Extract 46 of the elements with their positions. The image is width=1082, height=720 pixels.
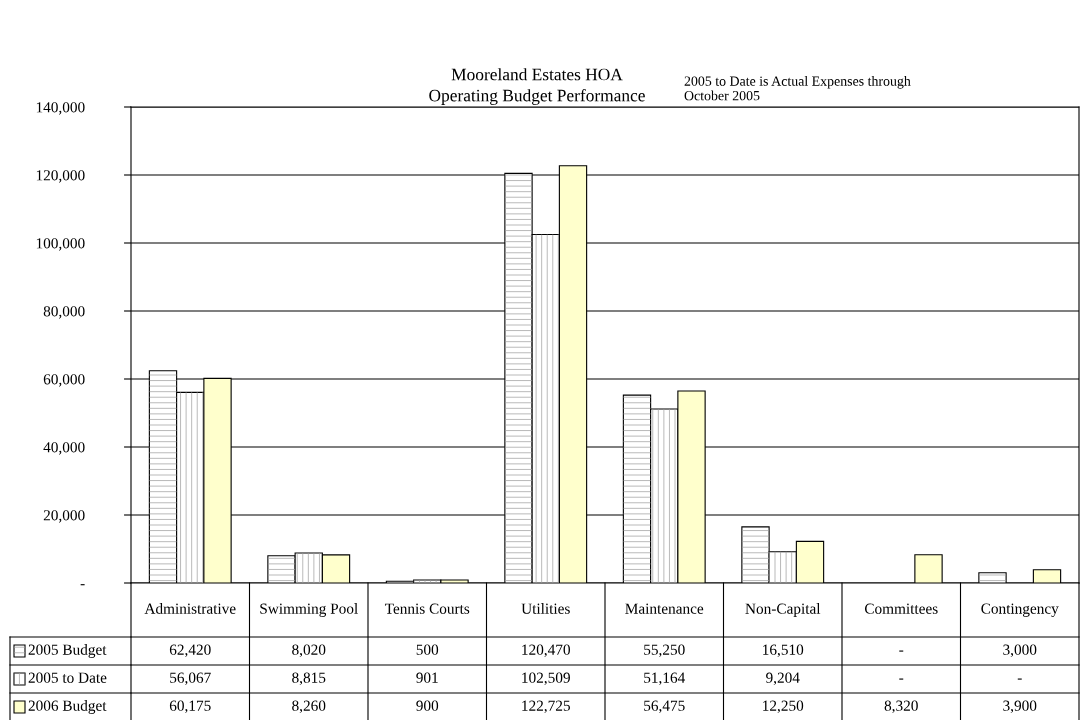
x-tick-label: Committees bbox=[864, 603, 938, 614]
chart-subtitle: Operating Budget Performance bbox=[429, 89, 645, 105]
data-label: 901 bbox=[416, 672, 438, 683]
x-tick-label: Non-Capital bbox=[745, 603, 821, 617]
y-tick-label: 100,000 bbox=[36, 238, 85, 251]
y-tick-label: 120,000 bbox=[36, 170, 85, 183]
data-label: 102,509 bbox=[522, 672, 570, 686]
data-label: - bbox=[1017, 678, 1022, 680]
data-label: 60,175 bbox=[169, 700, 211, 714]
data-label: - bbox=[899, 678, 904, 680]
data-label: 900 bbox=[416, 700, 439, 711]
data-label: 16,510 bbox=[763, 644, 804, 658]
y-tick-label: 140,000 bbox=[36, 102, 85, 115]
data-label: 120,470 bbox=[522, 644, 570, 658]
y-tick-label: 60,000 bbox=[43, 374, 85, 387]
data-label: 8,260 bbox=[292, 700, 326, 714]
data-label: 55,250 bbox=[644, 644, 685, 658]
data-label: 9,204 bbox=[766, 672, 800, 686]
data-label: 12,250 bbox=[763, 700, 804, 714]
data-label: 62,420 bbox=[169, 644, 211, 658]
legend-label: 2005 Budget bbox=[28, 644, 107, 658]
x-tick-label: Administrative bbox=[144, 603, 236, 614]
y-tick-label: - bbox=[80, 584, 85, 586]
y-tick-label: 20,000 bbox=[43, 510, 85, 523]
data-label: 8,815 bbox=[292, 672, 326, 686]
x-tick-label: Tennis Courts bbox=[384, 603, 470, 614]
x-tick-label: Maintenance bbox=[625, 603, 704, 614]
data-label: 122,725 bbox=[522, 700, 570, 714]
data-label: - bbox=[899, 650, 904, 652]
legend-label: 2006 Budget bbox=[28, 700, 107, 714]
x-tick-label: Contingency bbox=[981, 603, 1059, 617]
data-label: 3,000 bbox=[1003, 644, 1037, 658]
data-label: 51,164 bbox=[644, 672, 686, 686]
x-tick-label: Swimming Pool bbox=[260, 603, 358, 617]
y-tick-label: 40,000 bbox=[43, 442, 85, 455]
data-label: 3,900 bbox=[1003, 700, 1037, 714]
data-label: 8,320 bbox=[884, 700, 918, 714]
data-label: 56,475 bbox=[644, 700, 685, 714]
text: 2005 to Date is Actual Expenses through October 2005 bbox=[684, 76, 911, 101]
data-label: 500 bbox=[416, 644, 439, 655]
data-label: 8,020 bbox=[292, 644, 326, 658]
data-label: 56,067 bbox=[170, 672, 211, 686]
legend-label: 2005 to Date bbox=[28, 672, 107, 683]
y-tick-label: 80,000 bbox=[43, 306, 85, 319]
chart-title: Mooreland Estates HOA bbox=[451, 68, 623, 81]
x-tick-label: Utilities bbox=[521, 603, 570, 614]
